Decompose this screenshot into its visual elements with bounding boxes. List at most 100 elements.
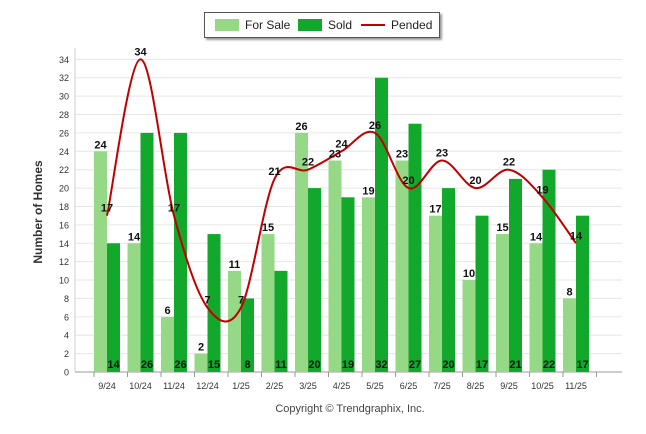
x-tick-label: 3/25 (299, 381, 317, 391)
label-pended: 24 (335, 138, 348, 150)
label-pended: 17 (101, 203, 113, 215)
label-for-sale: 14 (530, 231, 543, 243)
label-for-sale: 15 (262, 222, 274, 234)
bar-sold (174, 132, 187, 372)
label-for-sale: 17 (429, 204, 441, 216)
copyright-footer: Copyright © Trendgraphix, Inc. (275, 403, 425, 415)
bar-for-sale (161, 316, 174, 372)
x-tick-label: 9/25 (500, 381, 518, 391)
label-sold: 14 (107, 359, 120, 371)
bar-for-sale (295, 132, 308, 372)
label-for-sale: 23 (396, 149, 408, 161)
label-sold: 19 (342, 359, 354, 371)
x-tick-label: 11/25 (565, 381, 587, 391)
legend: For Sale Sold Pended (204, 12, 440, 38)
label-for-sale: 11 (229, 259, 241, 271)
label-for-sale: 15 (496, 222, 508, 234)
bar-for-sale (529, 243, 543, 372)
pended-line (106, 58, 577, 323)
label-pended: 20 (402, 175, 414, 187)
y-tick-label: 24 (59, 147, 69, 157)
x-tick-label: 11/24 (163, 381, 185, 391)
bar-sold (140, 132, 154, 372)
y-tick-label: 22 (59, 165, 69, 175)
y-tick-label: 16 (59, 220, 69, 230)
legend-label-sold: Sold (328, 18, 353, 32)
label-pended: 22 (302, 157, 314, 169)
sold-swatch (298, 19, 322, 31)
y-tick-label: 4 (64, 331, 69, 341)
bars (94, 77, 589, 372)
label-for-sale: 19 (362, 185, 374, 197)
label-for-sale: 6 (164, 305, 170, 317)
label-for-sale: 23 (329, 149, 341, 161)
label-for-sale: 26 (295, 121, 307, 133)
label-sold: 17 (576, 359, 588, 371)
pended-swatch (361, 24, 385, 26)
bar-for-sale (496, 234, 509, 372)
y-tick-label: 20 (59, 184, 69, 194)
y-tick-label: 12 (59, 257, 69, 267)
y-tick-label: 18 (59, 202, 69, 212)
bar-sold (375, 77, 388, 372)
label-for-sale: 10 (463, 268, 475, 280)
for-sale-swatch (215, 19, 239, 31)
legend-item-sold: Sold (298, 13, 352, 37)
label-sold: 17 (476, 359, 488, 371)
bar-for-sale (127, 243, 141, 372)
label-pended: 7 (204, 295, 210, 307)
bar-for-sale (462, 280, 476, 372)
y-tick-label: 28 (59, 110, 69, 120)
label-pended: 17 (168, 203, 180, 215)
label-sold: 26 (174, 359, 186, 371)
x-tick-label: 2/25 (266, 381, 284, 391)
bar-sold (308, 188, 321, 372)
x-tick-label: 6/25 (400, 381, 418, 391)
label-pended: 7 (238, 295, 244, 307)
x-tick-label: 12/24 (196, 381, 219, 391)
bar-sold (475, 215, 489, 372)
bar-sold (241, 298, 254, 372)
bar-sold (408, 123, 422, 372)
label-sold: 26 (141, 359, 153, 371)
y-tick-label: 8 (64, 294, 69, 304)
label-for-sale: 2 (198, 342, 204, 354)
x-tick-label: 5/25 (366, 381, 384, 391)
y-tick-label: 10 (59, 276, 69, 286)
bar-for-sale (429, 215, 442, 372)
x-axis-ticks: 9/24 10/24 11/24 12/24 1/25 2/25 3/25 4/25 5/25 6… (93, 372, 597, 391)
legend-item-pended: Pended (361, 13, 432, 37)
bar-for-sale (328, 160, 342, 372)
label-sold: 27 (409, 359, 421, 371)
bar-sold (542, 169, 556, 372)
data-labels: 24 14 14 26 6 26 2 15 11 8 15 11 26 20 23 19 19 32 23 27 17 2… (94, 46, 588, 371)
label-sold: 21 (509, 359, 521, 371)
x-tick-label: 10/25 (531, 381, 554, 391)
x-tick-label: 8/25 (467, 381, 485, 391)
legend-label-for-sale: For Sale (245, 18, 291, 32)
label-pended: 21 (268, 166, 280, 178)
bar-for-sale (395, 160, 409, 372)
bar-sold (509, 178, 522, 372)
bar-sold (341, 197, 355, 372)
label-pended: 34 (134, 46, 147, 58)
bar-sold (207, 234, 221, 372)
x-tick-label: 1/25 (232, 381, 250, 391)
label-pended: 23 (436, 148, 448, 160)
bar-for-sale (228, 270, 241, 372)
y-tick-label: 34 (59, 55, 69, 65)
bar-sold (107, 243, 120, 372)
y-tick-label: 30 (59, 92, 69, 102)
label-for-sale: 14 (128, 231, 141, 243)
label-pended: 20 (469, 175, 481, 187)
label-sold: 20 (308, 359, 320, 371)
label-pended: 26 (369, 120, 381, 132)
y-tick-label: 0 (64, 368, 69, 378)
x-tick-label: 4/25 (333, 381, 351, 391)
label-sold: 11 (275, 359, 287, 371)
x-tick-label: 9/24 (98, 381, 116, 391)
bar-sold (576, 215, 589, 372)
legend-label-pended: Pended (391, 18, 433, 32)
